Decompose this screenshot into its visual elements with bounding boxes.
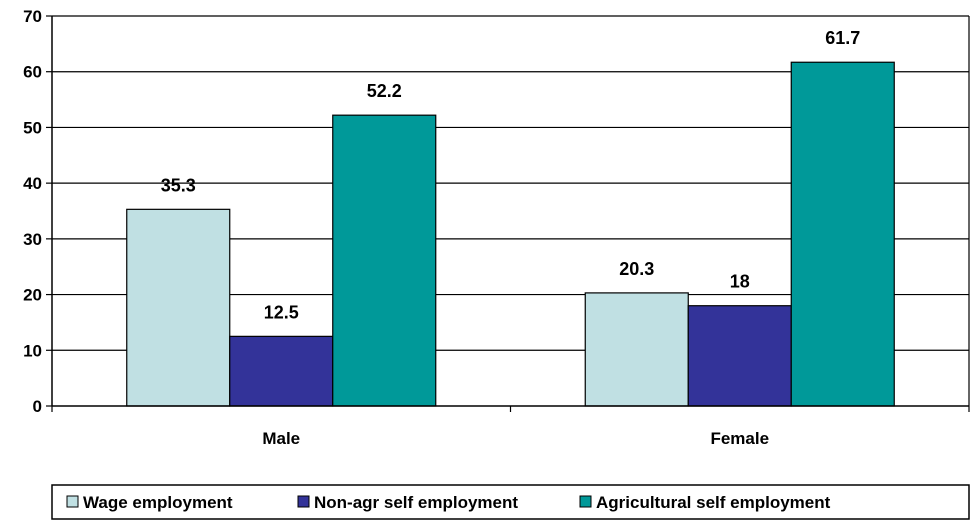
data-label: 18 [730,272,750,292]
legend-box [51,484,970,520]
bar-wage-employment-male [126,208,231,407]
data-label: 20.3 [619,259,654,279]
legend-swatch [579,495,592,508]
y-tick-label: 70 [23,7,42,26]
bar-non-agr-self-employment-male [229,335,334,407]
bar-non-agr-self-employment-female [687,305,792,407]
y-tick-label: 20 [23,286,42,305]
category-label-male: Male [262,429,300,448]
y-tick-label: 10 [23,341,42,360]
bar-wage-employment-female [584,292,689,407]
category-label-female: Female [710,429,769,448]
y-tick-label: 40 [23,174,42,193]
category-labels: Male Female [262,429,769,448]
legend-label: Agricultural self employment [596,493,831,512]
bar-agricultural-self-employment-male [332,114,437,407]
legend-swatch [297,495,310,508]
legend-swatch [66,495,79,508]
axes [46,15,970,412]
y-tick-label: 60 [23,63,42,82]
data-label: 52.2 [367,81,402,101]
y-tick-label: 50 [23,118,42,137]
legend-label: Non-agr self employment [314,493,518,512]
y-tick-label: 0 [33,397,42,416]
legend-label: Wage employment [83,493,233,512]
bars [126,61,895,407]
data-label: 12.5 [264,302,299,322]
y-tick-labels: 0 10 20 30 40 50 60 70 [23,7,42,416]
legend: Wage employment Non-agr self employment Ag… [51,484,970,520]
data-label: 35.3 [161,175,196,195]
bar-agricultural-self-employment-female [790,61,895,407]
y-tick-label: 30 [23,230,42,249]
data-labels: 35.3 12.5 52.2 20.3 18 61.7 [161,28,861,322]
data-label: 61.7 [825,28,860,48]
